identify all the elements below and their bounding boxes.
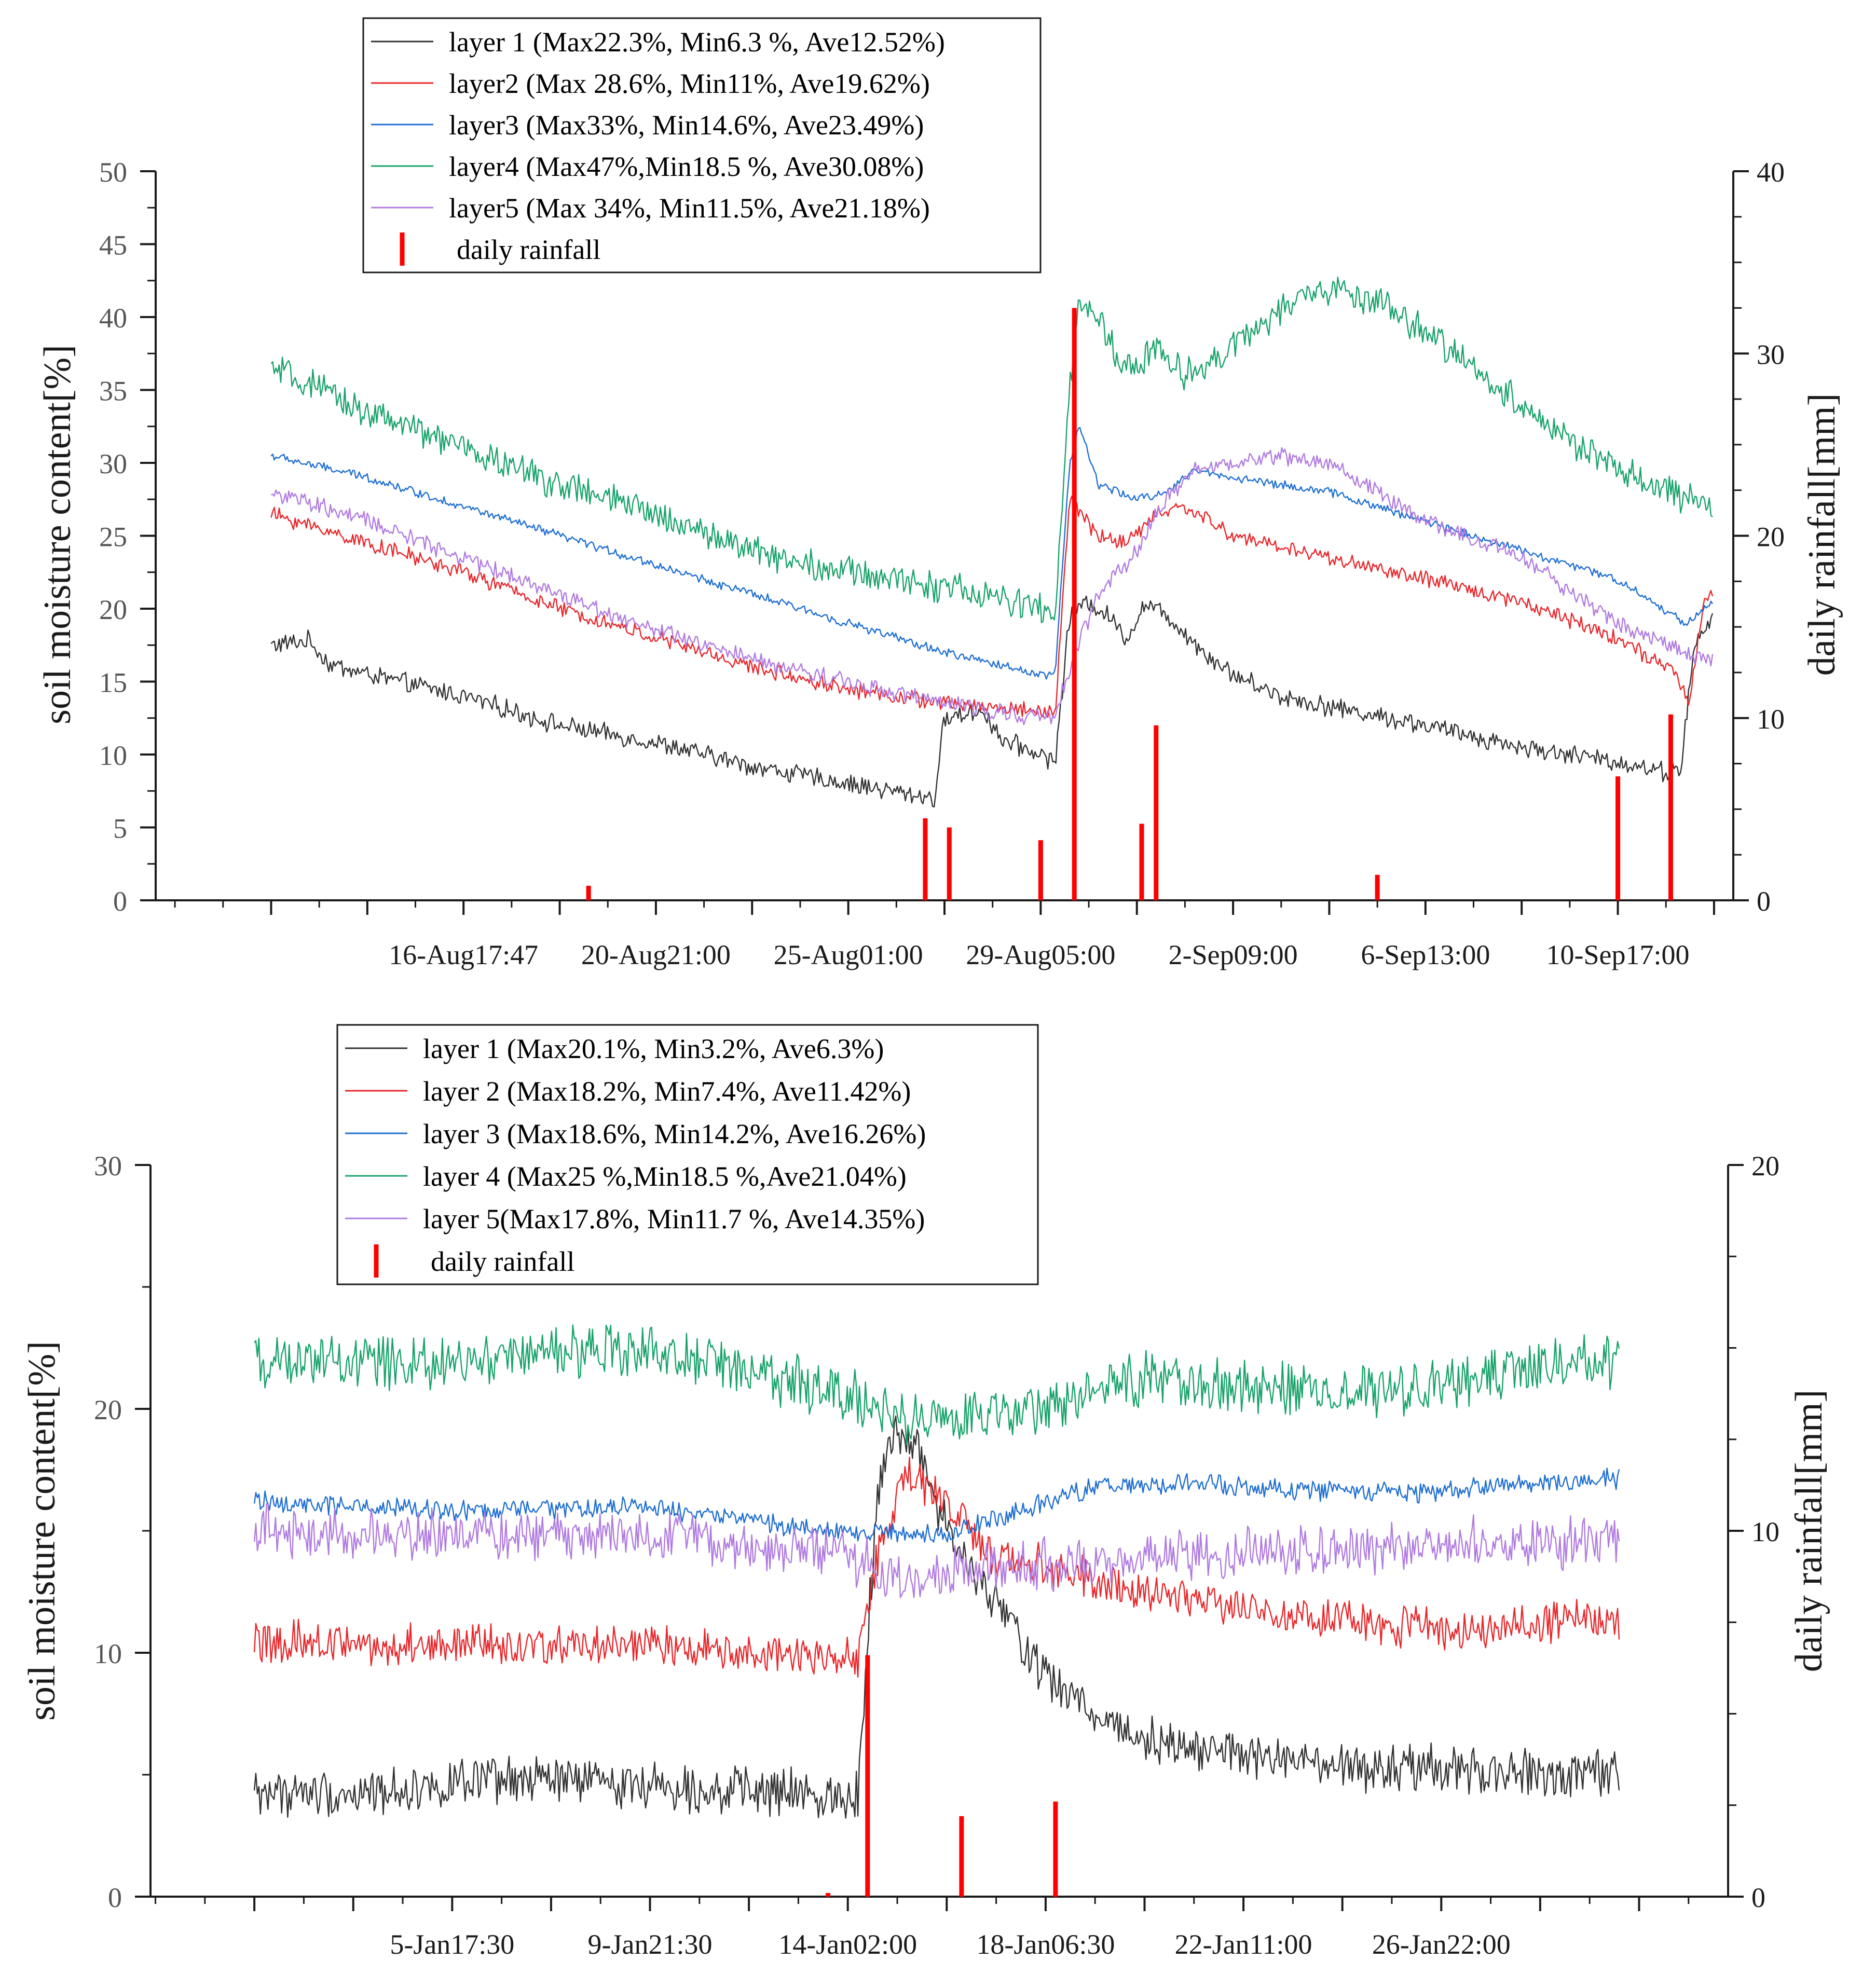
series-line-5 xyxy=(253,1503,1620,1598)
x-tick-label: 5-Jan17:30 xyxy=(390,1929,514,1960)
legend-label-2: layer 2 (Max18.2%, Min7.4%, Ave11.42%) xyxy=(423,1076,911,1107)
rainfall-bar xyxy=(1072,308,1077,900)
series-line-4 xyxy=(254,1324,1620,1446)
chart-august: 0 5 10 15 20 25 30 35 40 45 50 0 10 20 30 40 16-Aug17:… xyxy=(36,17,1843,970)
legend-label-3: layer3 (Max33%, Min14.6%, Ave23.49%) xyxy=(449,109,924,141)
x-tick-label: 10-Sep17:00 xyxy=(1546,939,1690,970)
series-line-2 xyxy=(270,495,1714,718)
y2-tick-label: 10 xyxy=(1757,704,1785,735)
y-axis-label: soil moisture content[%] xyxy=(36,345,79,724)
rainfall-bar xyxy=(826,1893,831,1897)
x-tick-label: 16-Aug17:47 xyxy=(389,939,538,970)
series-line-1 xyxy=(270,595,1714,808)
x-tick-label: 25-Aug01:00 xyxy=(774,939,923,970)
x-tick-label: 9-Jan21:30 xyxy=(588,1929,713,1960)
legend-label-1: layer 1 (Max22.3%, Min6.3 %, Ave12.52%) xyxy=(449,26,945,58)
x-tick-label: 29-Aug05:00 xyxy=(966,939,1115,970)
x-tick-label: 18-Jan06:30 xyxy=(976,1929,1115,1960)
x-tick-label: 26-Jan22:00 xyxy=(1372,1929,1511,1960)
rainfall-bar xyxy=(959,1816,964,1897)
legend: layer 1 (Max20.1%, Min3.2%, Ave6.3%) laye… xyxy=(336,1024,1039,1285)
rainfall-bar xyxy=(923,818,928,900)
y-tick-label: 10 xyxy=(94,1638,122,1669)
legend-label-rainfall: daily rainfall xyxy=(457,234,600,265)
y2-ticks: 0 10 20 xyxy=(1728,1150,1779,1913)
y2-tick-label: 20 xyxy=(1757,522,1785,553)
legend-label-5: layer5 (Max 34%, Min11.5%, Ave21.18%) xyxy=(449,193,930,224)
y-tick-label: 20 xyxy=(99,594,127,625)
series-line-2 xyxy=(253,1457,1620,1678)
legend-label-4: layer 4 (Max25 %,Min18.5 %,Ave21.04%) xyxy=(423,1161,907,1192)
rainfall-bar xyxy=(1053,1801,1058,1897)
legend-box xyxy=(336,1024,1039,1285)
x-tick-label: 22-Jan11:00 xyxy=(1175,1929,1312,1960)
legend-label-2: layer2 (Max 28.6%, Min11%, Ave19.62%) xyxy=(449,68,930,99)
rainfall-bar xyxy=(1154,725,1159,900)
rainfall-bar xyxy=(1139,824,1144,900)
y2-axis-label: daily rainfall[mm] xyxy=(1801,393,1843,676)
legend-label-1: layer 1 (Max20.1%, Min3.2%, Ave6.3%) xyxy=(423,1033,884,1064)
rainfall-bar xyxy=(1668,714,1674,900)
chart-january: 0 10 20 30 0 10 20 5-Jan17:30 9-Jan21:30 14-Jan… xyxy=(21,1024,1830,1960)
y-tick-label: 5 xyxy=(113,813,127,844)
y-axis-label: soil moisture content[%] xyxy=(21,1341,63,1721)
rainfall-bar xyxy=(1375,874,1380,900)
y2-tick-label: 40 xyxy=(1757,157,1785,188)
y-tick-label: 0 xyxy=(113,886,127,917)
legend-swatch-rainfall xyxy=(400,232,405,266)
x-tick-label: 6-Sep13:00 xyxy=(1361,939,1490,970)
y-ticks: 0 5 10 15 20 25 30 35 40 45 50 xyxy=(99,157,156,917)
series-line-5 xyxy=(270,447,1714,725)
y-tick-label: 40 xyxy=(99,303,127,334)
y2-tick-label: 0 xyxy=(1751,1882,1765,1913)
plot-area xyxy=(253,1324,1620,1897)
y-tick-label: 30 xyxy=(94,1150,122,1182)
y-tick-label: 45 xyxy=(99,230,127,261)
y2-ticks: 0 10 20 30 40 xyxy=(1733,157,1785,917)
rainfall-bar xyxy=(586,885,591,900)
y-tick-label: 20 xyxy=(94,1394,122,1425)
y-tick-label: 15 xyxy=(99,667,127,698)
y-tick-label: 35 xyxy=(99,376,127,407)
legend-swatch-rainfall xyxy=(374,1244,379,1278)
x-tick-label: 14-Jan02:00 xyxy=(778,1929,917,1960)
y2-tick-label: 10 xyxy=(1751,1516,1779,1547)
series-line-3 xyxy=(253,1468,1620,1543)
y2-tick-label: 30 xyxy=(1757,339,1785,370)
axes-january: 0 10 20 30 0 10 20 5-Jan17:30 9-Jan21:30 14-Jan… xyxy=(94,1150,1779,1960)
legend-label-3: layer 3 (Max18.6%, Min14.2%, Ave16.26%) xyxy=(423,1118,926,1149)
legend: layer 1 (Max22.3%, Min6.3 %, Ave12.52%) l… xyxy=(362,17,1042,273)
x-tick-label: 2-Sep09:00 xyxy=(1169,939,1298,970)
legend-label-5: layer 5(Max17.8%, Min11.7 %, Ave14.35%) xyxy=(423,1203,925,1235)
y2-tick-label: 0 xyxy=(1757,886,1771,917)
legend-box xyxy=(362,17,1042,273)
y-ticks: 0 10 20 30 xyxy=(94,1150,150,1913)
legend-label-4: layer4 (Max47%,Min18.5 %, Ave30.08%) xyxy=(449,151,924,182)
y-tick-label: 0 xyxy=(108,1882,122,1913)
x-tick-label: 20-Aug21:00 xyxy=(581,939,731,970)
rainfall-bar xyxy=(1038,840,1043,900)
x-ticks: 16-Aug17:47 20-Aug21:00 25-Aug01:00 29-Aug0… xyxy=(174,900,1715,970)
rainfall-bar xyxy=(1615,776,1621,900)
y2-axis-label: daily rainfall[mm] xyxy=(1788,1390,1830,1672)
series-line-1 xyxy=(253,1415,1620,1819)
series-line-3 xyxy=(270,427,1714,680)
y-tick-label: 30 xyxy=(99,448,127,479)
rainfall-bar xyxy=(947,827,952,900)
rainfall-bar xyxy=(865,1655,870,1897)
y-tick-label: 50 xyxy=(99,157,127,188)
plot-area xyxy=(270,277,1714,900)
series-line-4 xyxy=(270,277,1713,624)
x-ticks: 5-Jan17:30 9-Jan21:30 14-Jan02:00 18-Jan06:… xyxy=(155,1897,1690,1960)
y-tick-label: 10 xyxy=(99,740,127,771)
y2-tick-label: 20 xyxy=(1751,1150,1779,1182)
y-tick-label: 25 xyxy=(99,522,127,553)
legend-label-rainfall: daily rainfall xyxy=(431,1246,574,1277)
axes-august: 0 5 10 15 20 25 30 35 40 45 50 0 10 20 30 40 16-Aug17:… xyxy=(99,157,1785,970)
